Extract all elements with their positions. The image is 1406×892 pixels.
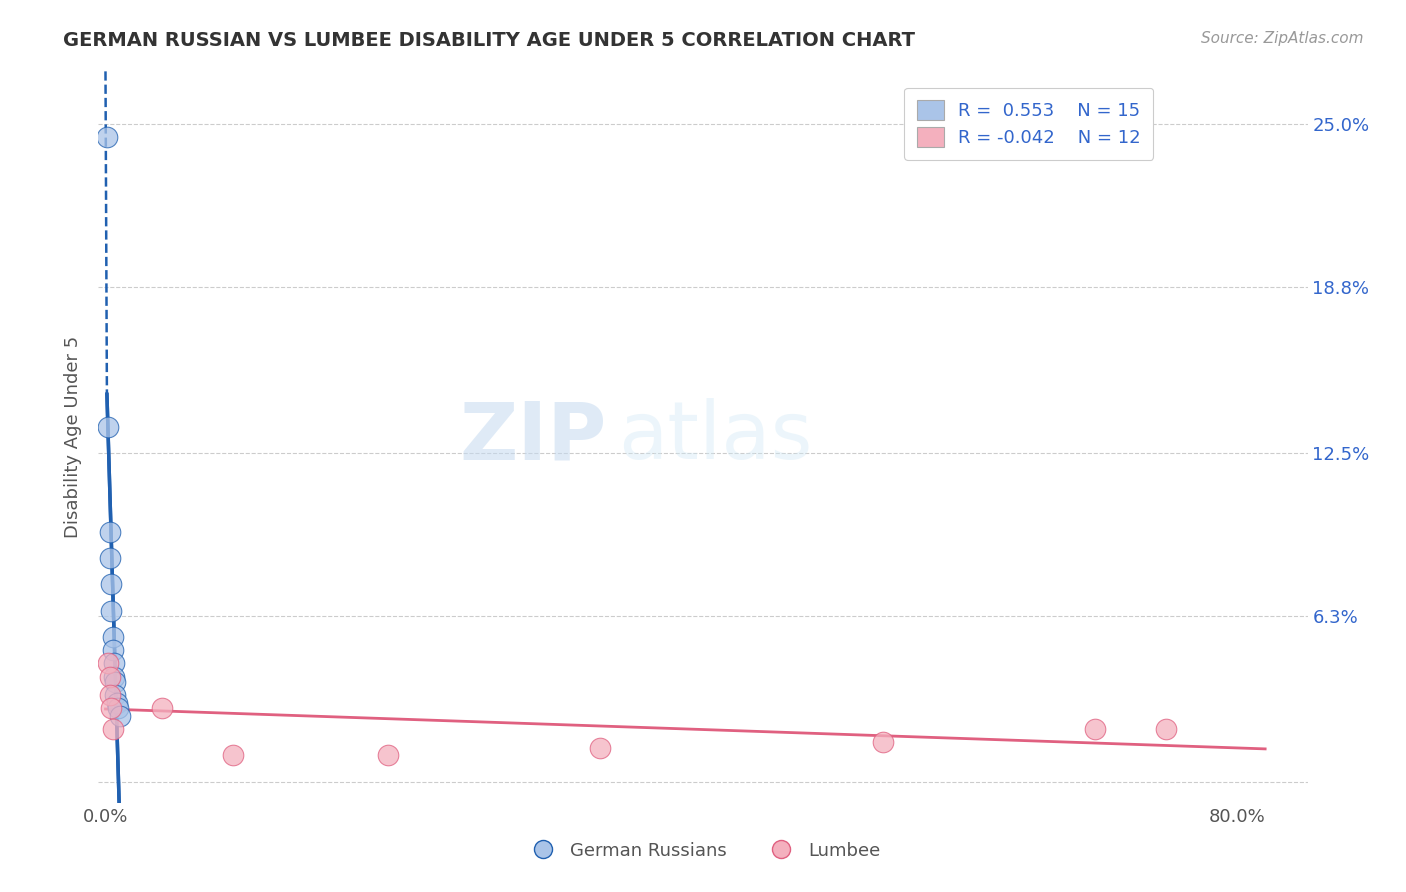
Point: [150, 701, 173, 715]
Point: [101, 630, 124, 644]
Point: [377, 748, 399, 763]
Point: [103, 669, 125, 683]
Point: [100, 577, 122, 591]
Point: [97, 657, 120, 671]
Point: [589, 740, 612, 755]
Y-axis label: Disability Age Under 5: Disability Age Under 5: [65, 336, 83, 538]
Point: [101, 722, 124, 736]
Point: [101, 643, 124, 657]
Point: [104, 688, 127, 702]
Point: [1084, 722, 1107, 736]
Point: [104, 674, 127, 689]
Point: [98, 669, 121, 683]
Point: [97, 419, 120, 434]
Point: [100, 701, 122, 715]
Point: [103, 657, 125, 671]
Point: [222, 748, 245, 763]
Point: [98, 524, 121, 539]
Text: ZIP: ZIP: [458, 398, 606, 476]
Point: [105, 696, 128, 710]
Text: GERMAN RUSSIAN VS LUMBEE DISABILITY AGE UNDER 5 CORRELATION CHART: GERMAN RUSSIAN VS LUMBEE DISABILITY AGE …: [63, 31, 915, 50]
Point: [98, 688, 121, 702]
Point: [1154, 722, 1177, 736]
Point: [98, 551, 121, 566]
Point: [96, 130, 118, 145]
Point: [108, 709, 131, 723]
Legend: German Russians, Lumbee: German Russians, Lumbee: [517, 835, 889, 867]
Text: atlas: atlas: [619, 398, 813, 476]
Point: [872, 735, 894, 749]
Point: [107, 701, 129, 715]
Point: [100, 604, 122, 618]
Text: Source: ZipAtlas.com: Source: ZipAtlas.com: [1201, 31, 1364, 46]
